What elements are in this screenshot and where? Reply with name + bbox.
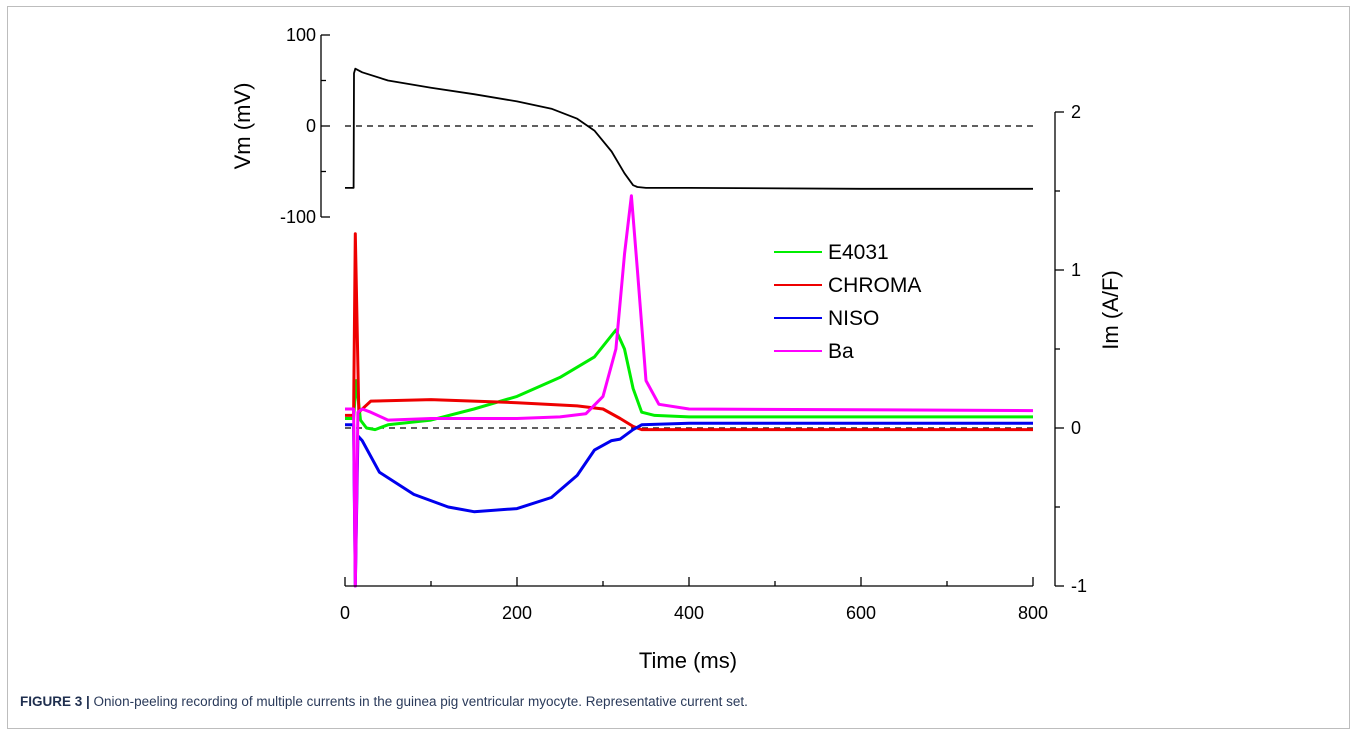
legend-label-niso: NISO [828,307,879,330]
legend-label-chroma: CHROMA [828,274,921,297]
legend: E4031 CHROMA NISO Ba [774,241,921,363]
series-line-niso [345,421,1033,588]
im-tick-label: 1 [1071,260,1081,280]
im-tick-label: -1 [1071,576,1087,596]
x-tick-label: 0 [340,603,350,623]
im-tick-label: 2 [1071,102,1081,122]
series-line-ba [345,194,1034,588]
series-line-vm [345,67,1033,190]
x-tick-label: 200 [502,603,532,623]
vm-tick-label: 100 [286,25,316,45]
x-tick-label: 400 [674,603,704,623]
vm-axis-title: Vm (mV) [230,83,255,170]
x-tick-label: 800 [1018,603,1048,623]
series-line-e4031 [345,328,1033,432]
im-tick-label: 0 [1071,418,1081,438]
figure-caption-text: Onion-peeling recording of multiple curr… [89,694,748,709]
vm-tick-label: -100 [280,207,316,227]
vm-tick-label: 0 [306,116,316,136]
tick-labels: 0 200 400 600 800 -100 0 100 -1 0 1 2 [280,25,1087,623]
axes [320,34,1064,587]
x-tick-label: 600 [846,603,876,623]
legend-label-e4031: E4031 [828,241,889,264]
im-axis-title: Im (A/F) [1098,270,1123,349]
legend-label-ba: Ba [828,340,854,363]
series-lines [345,67,1034,588]
figure-label: FIGURE 3 | [20,694,90,709]
x-axis-title: Time (ms) [639,648,737,673]
figure-caption: FIGURE 3 | Onion-peeling recording of mu… [20,694,748,709]
series-line-chroma [345,232,1033,432]
